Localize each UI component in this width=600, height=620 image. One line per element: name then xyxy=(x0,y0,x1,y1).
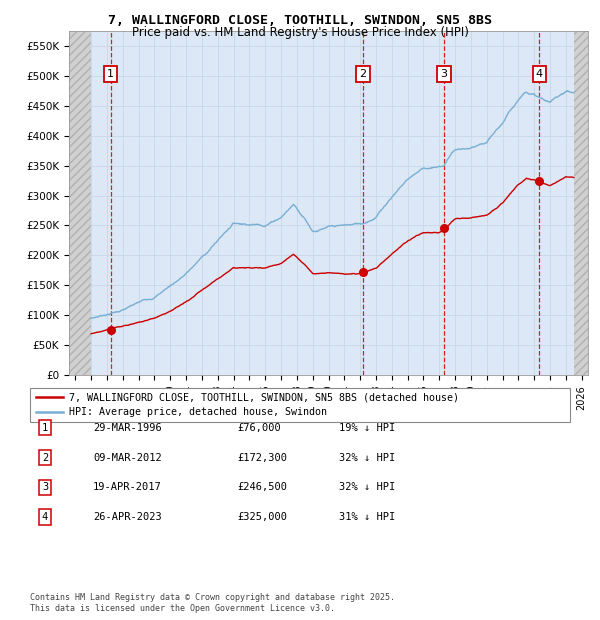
Text: 3: 3 xyxy=(42,482,48,492)
Text: 19% ↓ HPI: 19% ↓ HPI xyxy=(339,423,395,433)
Text: 32% ↓ HPI: 32% ↓ HPI xyxy=(339,453,395,463)
Text: 1: 1 xyxy=(42,423,48,433)
Text: 1: 1 xyxy=(107,69,114,79)
Text: 2: 2 xyxy=(42,453,48,463)
Text: £246,500: £246,500 xyxy=(237,482,287,492)
Bar xyxy=(574,31,588,375)
Text: 09-MAR-2012: 09-MAR-2012 xyxy=(93,453,162,463)
Text: 19-APR-2017: 19-APR-2017 xyxy=(93,482,162,492)
Text: HPI: Average price, detached house, Swindon: HPI: Average price, detached house, Swin… xyxy=(69,407,327,417)
Text: 4: 4 xyxy=(536,69,543,79)
Text: Price paid vs. HM Land Registry's House Price Index (HPI): Price paid vs. HM Land Registry's House … xyxy=(131,26,469,39)
Text: £172,300: £172,300 xyxy=(237,453,287,463)
Text: 31% ↓ HPI: 31% ↓ HPI xyxy=(339,512,395,522)
Text: £76,000: £76,000 xyxy=(237,423,281,433)
Text: 2: 2 xyxy=(359,69,367,79)
Text: 7, WALLINGFORD CLOSE, TOOTHILL, SWINDON, SN5 8BS: 7, WALLINGFORD CLOSE, TOOTHILL, SWINDON,… xyxy=(108,14,492,27)
Bar xyxy=(69,31,91,375)
Text: 7, WALLINGFORD CLOSE, TOOTHILL, SWINDON, SN5 8BS (detached house): 7, WALLINGFORD CLOSE, TOOTHILL, SWINDON,… xyxy=(69,392,459,402)
Text: Contains HM Land Registry data © Crown copyright and database right 2025.
This d: Contains HM Land Registry data © Crown c… xyxy=(30,593,395,613)
Text: 32% ↓ HPI: 32% ↓ HPI xyxy=(339,482,395,492)
Text: 29-MAR-1996: 29-MAR-1996 xyxy=(93,423,162,433)
Text: 3: 3 xyxy=(440,69,448,79)
Text: £325,000: £325,000 xyxy=(237,512,287,522)
Text: 4: 4 xyxy=(42,512,48,522)
Text: 26-APR-2023: 26-APR-2023 xyxy=(93,512,162,522)
